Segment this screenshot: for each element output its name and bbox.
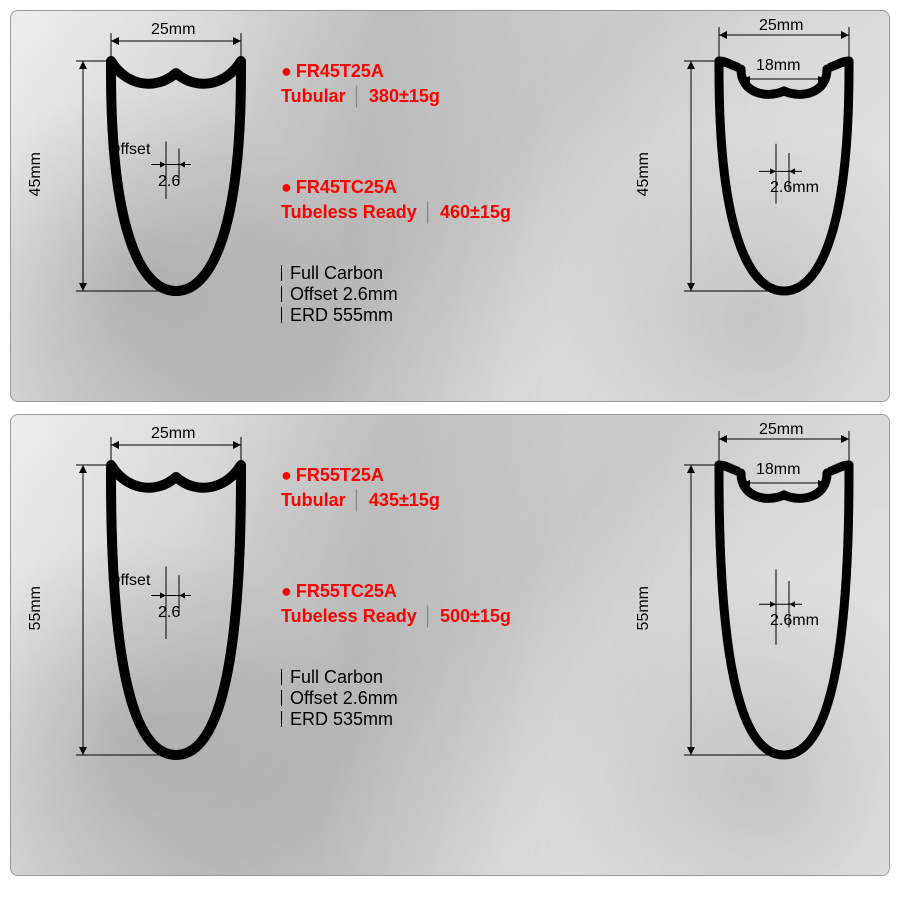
width-label-r: 25mm (759, 17, 803, 35)
tubular-rim-diagram: 25mm 55mm Offset 2.6 (21, 425, 271, 785)
info-line-2: ERD 555mm (281, 305, 619, 326)
width-label-r: 25mm (759, 421, 803, 439)
depth-label-r: 45mm (635, 152, 653, 196)
info-line-2: ERD 535mm (281, 709, 619, 730)
spec1-model: ●FR45T25A (281, 61, 619, 82)
spec2-model: ●FR45TC25A (281, 177, 619, 198)
width-label: 25mm (151, 425, 195, 443)
spec1-detail: Tubular│380±15g (281, 86, 619, 107)
spec2-detail: Tubeless Ready│460±15g (281, 202, 619, 223)
clincher-rim-diagram: 25mm 18mm 55mm 2.6mm (629, 425, 879, 785)
offset-label: Offset (108, 141, 150, 159)
panel-0: 25mm 45mm Offset 2.6 ●FR45T25A Tubular│3… (10, 10, 890, 402)
spec2-detail: Tubeless Ready│500±15g (281, 606, 619, 627)
offset-label: Offset (108, 572, 150, 590)
tubular-rim-diagram: 25mm 45mm Offset 2.6 (21, 21, 271, 321)
width-label: 25mm (151, 21, 195, 39)
offset-value-r: 2.6mm (770, 179, 819, 197)
offset-value: 2.6 (158, 173, 180, 191)
info-line-0: Full Carbon (281, 667, 619, 688)
info-line-1: Offset 2.6mm (281, 688, 619, 709)
clincher-rim-diagram: 25mm 18mm 45mm 2.6mm (629, 21, 879, 321)
depth-label: 55mm (27, 586, 45, 630)
inner-width-label: 18mm (756, 461, 800, 479)
spec-column: ●FR45T25A Tubular│380±15g ●FR45TC25A Tub… (271, 21, 629, 336)
inner-width-label: 18mm (756, 57, 800, 75)
offset-value: 2.6 (158, 604, 180, 622)
panel-1: 25mm 55mm Offset 2.6 ●FR55T25A Tubular│4… (10, 414, 890, 876)
depth-label-r: 55mm (635, 586, 653, 630)
depth-label: 45mm (27, 152, 45, 196)
info-block: Full CarbonOffset 2.6mmERD 535mm (281, 667, 619, 730)
info-line-1: Offset 2.6mm (281, 284, 619, 305)
offset-value-r: 2.6mm (770, 612, 819, 630)
spec1-detail: Tubular│435±15g (281, 490, 619, 511)
spec2-model: ●FR55TC25A (281, 581, 619, 602)
info-block: Full CarbonOffset 2.6mmERD 555mm (281, 263, 619, 326)
spec1-model: ●FR55T25A (281, 465, 619, 486)
spec-column: ●FR55T25A Tubular│435±15g ●FR55TC25A Tub… (271, 425, 629, 740)
info-line-0: Full Carbon (281, 263, 619, 284)
